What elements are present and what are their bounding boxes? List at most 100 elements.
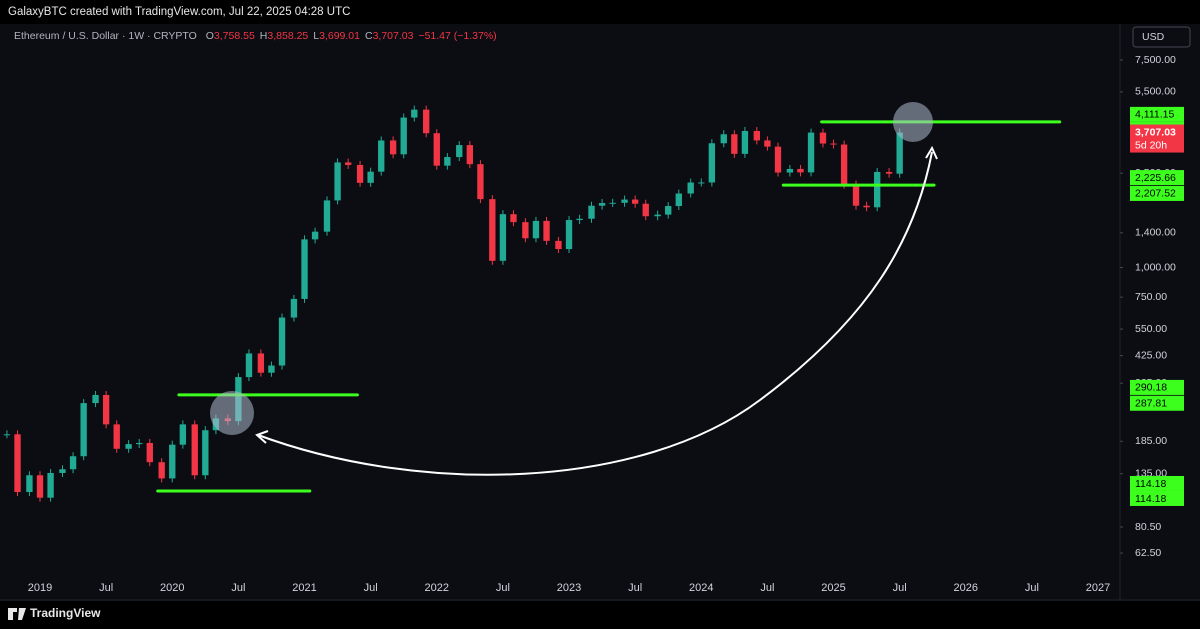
candle-body xyxy=(202,430,209,476)
y-tick-label: 80.50 xyxy=(1135,521,1161,533)
price-label: 2,207.52 xyxy=(1135,188,1176,200)
y-tick-label: 1,400.00 xyxy=(1135,227,1176,239)
price-label: 287.81 xyxy=(1135,398,1167,410)
candle-body xyxy=(642,203,649,217)
candle-body xyxy=(146,442,153,463)
candle-body xyxy=(14,434,21,493)
price-label: 2,225.66 xyxy=(1135,172,1176,184)
highlight-circle xyxy=(210,391,254,435)
price-label-box xyxy=(1130,395,1184,411)
candle-body xyxy=(423,109,430,134)
candle-body xyxy=(136,442,143,445)
x-tick-label: Jul xyxy=(628,582,642,594)
candle-body xyxy=(378,140,385,172)
candle-body xyxy=(389,140,397,155)
candle-body xyxy=(852,184,860,206)
y-tick-label: 550.00 xyxy=(1135,323,1167,335)
price-label-box xyxy=(1130,475,1184,491)
x-tick-label: 2024 xyxy=(689,582,713,594)
candle-body xyxy=(687,182,694,194)
candle-body xyxy=(720,134,727,144)
candle-body xyxy=(3,434,11,436)
price-label-box xyxy=(1130,490,1184,506)
candle-body xyxy=(896,132,903,174)
ohlc-value: 3,699.01 xyxy=(319,30,360,42)
bottom-bar xyxy=(0,601,1200,629)
plot: 2019 Jul 2020 Jul 2021 Jul 2022 Jul 2023 Jul 2024 J… xyxy=(3,54,1184,594)
candle-body xyxy=(433,133,440,166)
ohlc-value: 3,758.55 xyxy=(214,30,255,42)
candle-body xyxy=(654,214,661,217)
candle-body xyxy=(665,206,672,215)
countdown: 5d 20h xyxy=(1135,139,1167,151)
x-tick-label: 2022 xyxy=(425,582,449,594)
highlight-circle xyxy=(893,102,933,142)
x-tick-label: 2020 xyxy=(160,582,184,594)
candle-body xyxy=(323,200,331,232)
ohlc-key: O xyxy=(206,30,214,42)
price-label: 4,111.15 xyxy=(1135,109,1174,121)
x-tick-label: 2019 xyxy=(28,582,52,594)
candle-body xyxy=(113,424,120,449)
candle-body xyxy=(510,214,517,223)
candle-body xyxy=(257,353,265,373)
price-label: 290.18 xyxy=(1135,382,1167,394)
currency[interactable]: USD xyxy=(1142,31,1165,43)
x-tick-label: 2027 xyxy=(1086,582,1110,594)
ohlc-value: 3,707.03 xyxy=(373,30,414,42)
candle-body xyxy=(26,475,33,493)
candle-body xyxy=(621,199,628,203)
candle-body xyxy=(334,162,341,201)
candle-body xyxy=(400,117,407,155)
x-tick-label: Jul xyxy=(760,582,774,594)
symbol: Ethereum / U.S. Dollar · 1W · CRYPTO xyxy=(14,30,197,42)
candle-body xyxy=(466,145,474,165)
arrow-head xyxy=(925,145,938,160)
x-tick-label: 2021 xyxy=(292,582,316,594)
candle-body xyxy=(863,205,870,208)
price-label-box xyxy=(1130,106,1184,122)
candle-body xyxy=(565,220,573,250)
candle-body xyxy=(92,394,99,404)
drawings xyxy=(210,102,938,476)
candle-body xyxy=(125,444,132,449)
x-tick-label: Jul xyxy=(99,582,113,594)
candle-body xyxy=(708,143,716,183)
price-label-box xyxy=(1130,379,1184,395)
candle-body xyxy=(598,203,606,206)
candle-body xyxy=(499,214,507,261)
ohlc-key: C xyxy=(365,30,373,42)
candle-body xyxy=(786,168,794,173)
ohlc-key: L xyxy=(313,30,319,42)
candle-body xyxy=(311,231,319,240)
candle-body xyxy=(301,239,308,299)
candle-body xyxy=(522,222,529,239)
candle-body xyxy=(344,162,352,165)
price-label: 114.18 xyxy=(1135,478,1166,490)
candle-body xyxy=(245,353,253,378)
y-tick-label: 5,500.00 xyxy=(1135,86,1176,98)
candle-body xyxy=(609,202,616,204)
last-price: 3,707.03 xyxy=(1135,126,1176,138)
candle-body xyxy=(69,456,77,470)
candle-body xyxy=(741,131,749,154)
top-bar xyxy=(0,0,1200,24)
currency-button[interactable] xyxy=(1132,26,1191,48)
ohlc-value: 3,858.25 xyxy=(267,30,308,42)
x-tick-label: Jul xyxy=(893,582,907,594)
candle-body xyxy=(797,168,804,173)
candle-body xyxy=(278,317,286,366)
x-tick-label: 2023 xyxy=(557,582,581,594)
candle-body xyxy=(158,462,165,479)
x-tick-label: Jul xyxy=(496,582,510,594)
author-line: GalaxyBTC created with TradingView.com, … xyxy=(8,6,350,18)
candle-body xyxy=(456,145,463,158)
price-label-box xyxy=(1130,170,1184,186)
price-label-box xyxy=(1130,185,1184,201)
x-tick-label: 2025 xyxy=(821,582,845,594)
symbol-legend: Ethereum / U.S. Dollar · 1W · CRYPTO O3,… xyxy=(14,30,497,42)
candle-body xyxy=(477,164,484,200)
x-tick-label: Jul xyxy=(1025,582,1039,594)
